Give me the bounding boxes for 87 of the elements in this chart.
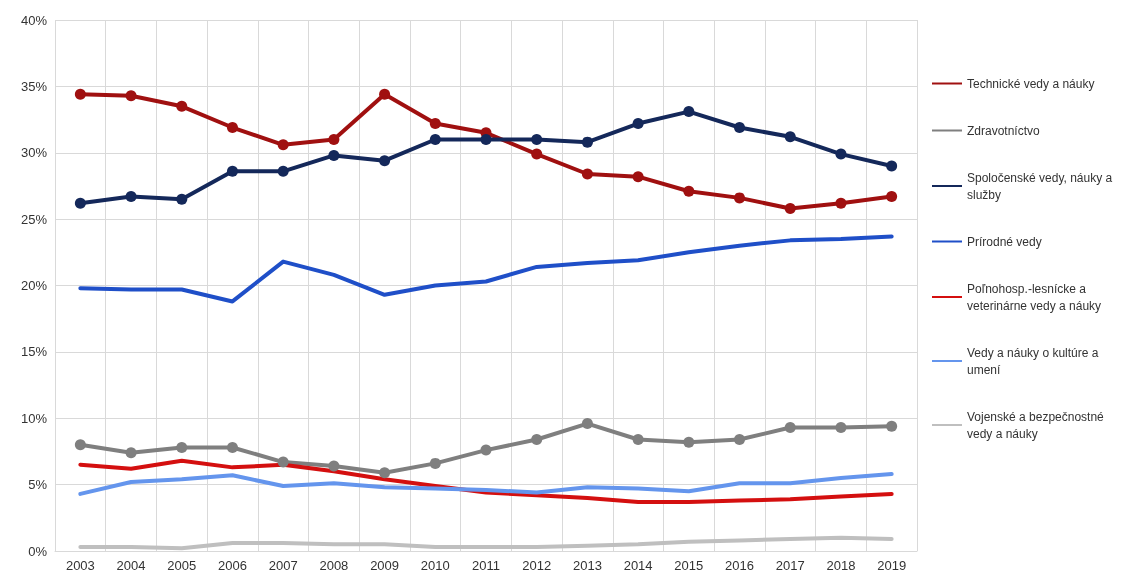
point xyxy=(531,148,543,160)
point xyxy=(734,122,746,134)
legend-label: Vedy a náuky o kultúre a umení xyxy=(967,345,1102,377)
y-tick-label: 25% xyxy=(20,211,48,227)
point xyxy=(277,165,289,177)
point xyxy=(531,133,543,145)
point xyxy=(683,185,695,197)
y-tick-label: 5% xyxy=(28,477,48,493)
point xyxy=(277,139,289,151)
point xyxy=(835,422,847,434)
point xyxy=(683,436,695,448)
point xyxy=(734,192,746,204)
point xyxy=(379,155,391,167)
point xyxy=(125,191,137,203)
point xyxy=(886,160,898,172)
x-tick-label: 2005 xyxy=(167,558,197,573)
point xyxy=(328,133,340,145)
legend-label: Vojenské a bezpečnostné vedy a náuky xyxy=(967,409,1108,441)
legend-label: Technické vedy a náuky xyxy=(967,76,1095,91)
point xyxy=(784,131,796,143)
point xyxy=(379,88,391,100)
x-tick-label: 2008 xyxy=(319,558,349,573)
y-tick-label: 0% xyxy=(28,543,48,559)
line-series xyxy=(78,472,894,496)
point xyxy=(176,441,188,453)
y-tick-label: 10% xyxy=(20,410,48,426)
point xyxy=(581,168,593,180)
point xyxy=(125,447,137,459)
point xyxy=(632,433,644,445)
point xyxy=(328,149,340,161)
point xyxy=(480,444,492,456)
point xyxy=(632,171,644,183)
legend-label: Prírodné vedy xyxy=(967,234,1042,249)
point xyxy=(74,88,86,100)
point xyxy=(429,133,441,145)
point xyxy=(632,118,644,130)
y-tick-label: 40% xyxy=(20,12,48,28)
point xyxy=(683,106,695,118)
point xyxy=(226,165,238,177)
point xyxy=(429,118,441,130)
line-series xyxy=(78,535,894,551)
point xyxy=(886,191,898,203)
line-series xyxy=(78,234,894,304)
x-tick-label: 2003 xyxy=(65,558,95,573)
point xyxy=(531,433,543,445)
x-tick-label: 2010 xyxy=(420,558,450,573)
point xyxy=(74,197,86,209)
y-tick-label: 20% xyxy=(20,278,48,293)
point xyxy=(784,422,796,434)
point xyxy=(226,122,238,134)
point xyxy=(581,136,593,148)
y-tick-label: 35% xyxy=(20,78,48,94)
point xyxy=(379,467,391,479)
x-tick-label: 2019 xyxy=(877,558,907,573)
point xyxy=(429,457,441,469)
point xyxy=(328,460,340,472)
point xyxy=(226,441,238,453)
point xyxy=(176,193,188,205)
point xyxy=(886,420,898,432)
point xyxy=(835,197,847,209)
x-tick-label: 2016 xyxy=(725,558,754,573)
x-tick-label: 2011 xyxy=(472,558,500,573)
x-tick-label: 2018 xyxy=(826,558,856,573)
x-tick-label: 2014 xyxy=(623,558,653,573)
legend-label: Zdravotníctvo xyxy=(967,123,1041,138)
legend-label: Spoločenské vedy, náuky a služby xyxy=(967,170,1116,202)
x-tick-label: 2007 xyxy=(268,558,298,573)
point xyxy=(176,100,188,112)
legend-label: Poľnohosp.-lesnícke a veterinárne vedy a náuky xyxy=(967,281,1102,313)
point xyxy=(581,418,593,430)
point xyxy=(125,90,137,102)
x-tick-label: 2017 xyxy=(775,558,805,573)
point xyxy=(835,148,847,160)
x-tick-label: 2013 xyxy=(572,558,602,573)
x-tick-label: 2009 xyxy=(370,558,400,573)
point xyxy=(480,133,492,145)
point xyxy=(734,433,746,445)
x-tick-label: 2015 xyxy=(674,558,704,573)
line-series xyxy=(78,458,894,504)
point xyxy=(277,456,289,468)
point xyxy=(784,203,796,214)
y-tick-label: 30% xyxy=(20,145,48,161)
x-tick-label: 2012 xyxy=(522,558,552,573)
x-tick-label: 2004 xyxy=(116,558,146,573)
x-tick-label: 2006 xyxy=(218,558,247,573)
point xyxy=(74,439,86,451)
y-tick-label: 15% xyxy=(20,344,48,360)
